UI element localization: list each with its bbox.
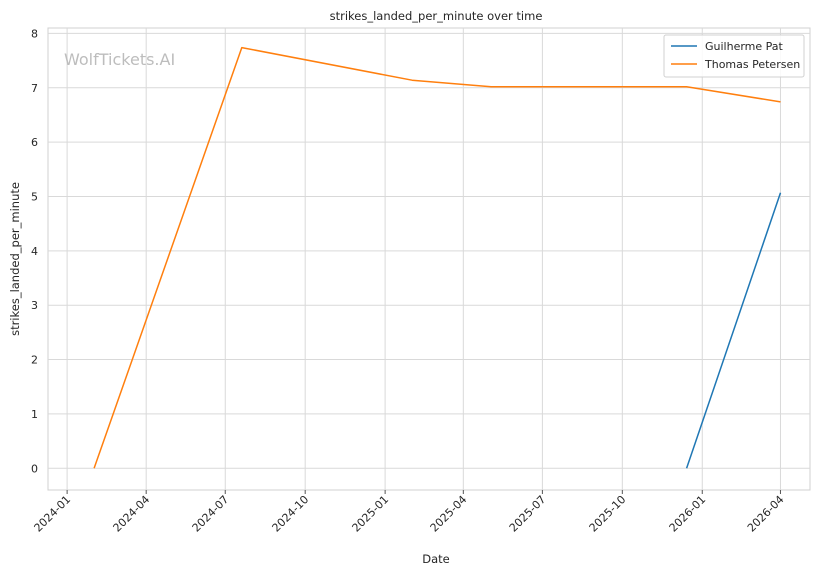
x-tick-label: 2025-01 [350,493,392,535]
y-axis-ticks: 0 1 2 3 4 5 6 7 8 [31,27,38,475]
x-tick-label: 2026-04 [745,493,787,535]
y-tick-label: 0 [31,462,38,475]
y-tick-label: 8 [31,27,38,40]
x-axis-title: Date [422,552,450,566]
series-line-1 [93,46,781,469]
legend-label: Thomas Petersen [704,58,800,71]
y-tick-label: 3 [31,299,38,312]
series-layer [93,46,782,469]
y-tick-label: 5 [31,190,38,203]
x-axis-ticks: 2024-01 2024-04 2024-07 2024-10 2025-01 2025-… [32,490,787,535]
y-tick-label: 4 [31,245,38,258]
x-tick-label: 2024-04 [111,493,153,535]
y-tick-label: 7 [31,82,38,95]
grid-lines [48,28,810,490]
watermark: WolfTickets.AI [64,50,175,69]
y-tick-label: 6 [31,136,38,149]
x-tick-label: 2025-04 [428,493,470,535]
y-tick-label: 2 [31,354,38,367]
y-tick-label: 1 [31,408,38,421]
x-tick-label: 2024-07 [190,493,232,535]
legend-label: Guilherme Pat [705,40,784,53]
legend-box [663,34,805,78]
x-tick-label: 2025-07 [507,493,549,535]
chart-title: strikes_landed_per_minute over time [330,9,543,23]
legend: Guilherme Pat Thomas Petersen [663,34,805,78]
x-tick-label: 2024-01 [32,493,74,535]
x-tick-label: 2025-10 [587,493,629,535]
series-line-0 [685,192,782,469]
y-axis-title: strikes_landed_per_minute [8,182,22,336]
plot-area [47,27,811,491]
x-tick-label: 2024-10 [270,493,312,535]
x-tick-label: 2026-01 [667,493,709,535]
